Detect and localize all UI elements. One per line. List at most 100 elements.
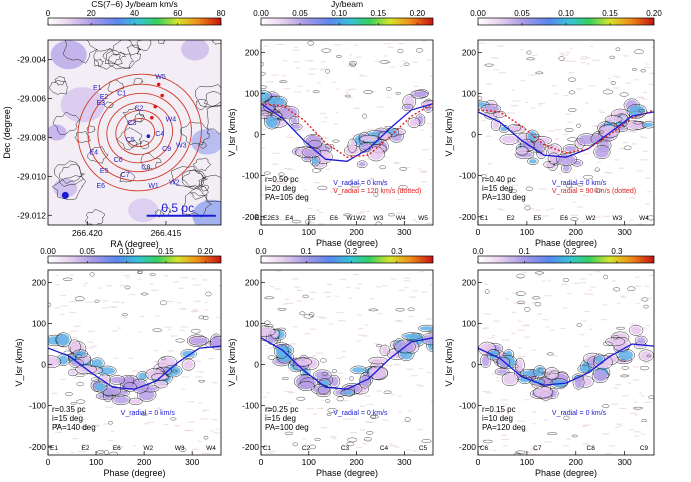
- noise: [412, 219, 417, 221]
- y-axis-label: V_lsr (km/s): [14, 339, 24, 387]
- intensity-contour: [197, 141, 207, 149]
- noise: [211, 419, 218, 421]
- noise-contour: [614, 128, 620, 133]
- noise-contour: [137, 271, 143, 274]
- noise-contour: [612, 335, 619, 340]
- emission-clump: [342, 390, 354, 395]
- emission-clump: [290, 117, 298, 125]
- emission-contour: [501, 371, 519, 387]
- noise: [576, 206, 583, 208]
- noise: [122, 317, 129, 319]
- noise: [326, 283, 331, 285]
- emission-clump: [110, 376, 124, 384]
- component-tag: W4: [639, 215, 649, 222]
- noise: [78, 408, 84, 410]
- noise: [346, 89, 351, 92]
- noise-contour: [526, 57, 536, 61]
- colorbar-tick-label: 0: [46, 9, 51, 18]
- noise: [358, 74, 363, 76]
- noise: [510, 105, 519, 107]
- noise: [493, 449, 497, 451]
- noise: [163, 423, 169, 426]
- noise-contour: [399, 167, 407, 171]
- emission-contour: [293, 357, 312, 367]
- noise: [202, 452, 210, 454]
- emission-contour: [525, 129, 539, 143]
- noise-contour: [594, 167, 600, 172]
- y-tick-label: 0: [254, 360, 259, 370]
- component-tag: C9: [640, 445, 649, 452]
- noise: [426, 59, 432, 61]
- noise: [314, 181, 321, 184]
- pv-panel-2: 0.00 0.05 0.10 0.15 0.20 0 100 200 300 -200 -100 0 1…: [444, 9, 662, 248]
- noise: [69, 301, 78, 303]
- noise: [92, 345, 98, 347]
- noise: [542, 215, 549, 217]
- x-tick-label: 266.415: [151, 228, 182, 238]
- intensity-contour: [106, 40, 141, 69]
- noise-contour: [379, 60, 390, 64]
- noise-contour: [261, 112, 270, 116]
- noise-contour: [564, 128, 574, 132]
- component-label: W5: [155, 74, 166, 81]
- noise: [272, 362, 276, 364]
- noise: [634, 435, 639, 437]
- noise: [579, 278, 587, 280]
- noise: [128, 293, 136, 296]
- emission-clump: [403, 333, 420, 339]
- y-tick-label: -29.008: [17, 132, 46, 142]
- emission-clump: [133, 380, 147, 393]
- noise-contour: [91, 377, 100, 382]
- noise: [505, 298, 509, 300]
- noise: [349, 54, 353, 56]
- component-tag: E1E2E3: [255, 215, 279, 222]
- noise: [503, 404, 508, 406]
- noise: [339, 278, 347, 280]
- noise: [320, 407, 324, 409]
- noise-contour: [524, 205, 531, 211]
- noise: [512, 184, 518, 186]
- noise: [117, 327, 122, 329]
- y-tick-label: 200: [462, 47, 476, 57]
- component-label: W2: [169, 179, 180, 186]
- colorbar-tick-label: 0.05: [514, 9, 530, 18]
- noise-contour: [366, 431, 374, 435]
- noise: [568, 60, 577, 62]
- noise-contour: [264, 320, 271, 325]
- intensity-contour: [181, 170, 206, 190]
- noise: [357, 283, 363, 285]
- emission-clump: [299, 382, 314, 390]
- noise: [190, 311, 197, 313]
- noise: [594, 125, 602, 127]
- noise: [491, 373, 497, 375]
- component-tag: W1W2: [346, 215, 366, 222]
- emission-contour: [496, 356, 511, 369]
- noise: [511, 89, 515, 91]
- noise-contour: [526, 186, 534, 192]
- noise: [603, 215, 611, 217]
- noise: [296, 300, 303, 302]
- noise: [609, 445, 616, 447]
- noise: [376, 390, 382, 392]
- noise: [421, 40, 427, 42]
- noise: [628, 382, 632, 384]
- noise-contour: [296, 396, 306, 401]
- noise: [413, 85, 419, 87]
- noise: [213, 432, 220, 434]
- noise: [645, 177, 651, 179]
- noise: [73, 325, 81, 327]
- noise: [635, 302, 640, 305]
- noise: [272, 152, 280, 155]
- noise-contour: [641, 419, 648, 422]
- noise: [154, 350, 159, 352]
- noise-contour: [314, 438, 321, 442]
- noise: [401, 60, 406, 62]
- noise-contour: [568, 108, 577, 112]
- noise-contour: [515, 291, 526, 296]
- component-label: C5: [126, 137, 135, 144]
- emission-contour: [379, 344, 390, 356]
- noise: [486, 135, 492, 137]
- noise: [421, 291, 428, 293]
- noise: [264, 223, 268, 225]
